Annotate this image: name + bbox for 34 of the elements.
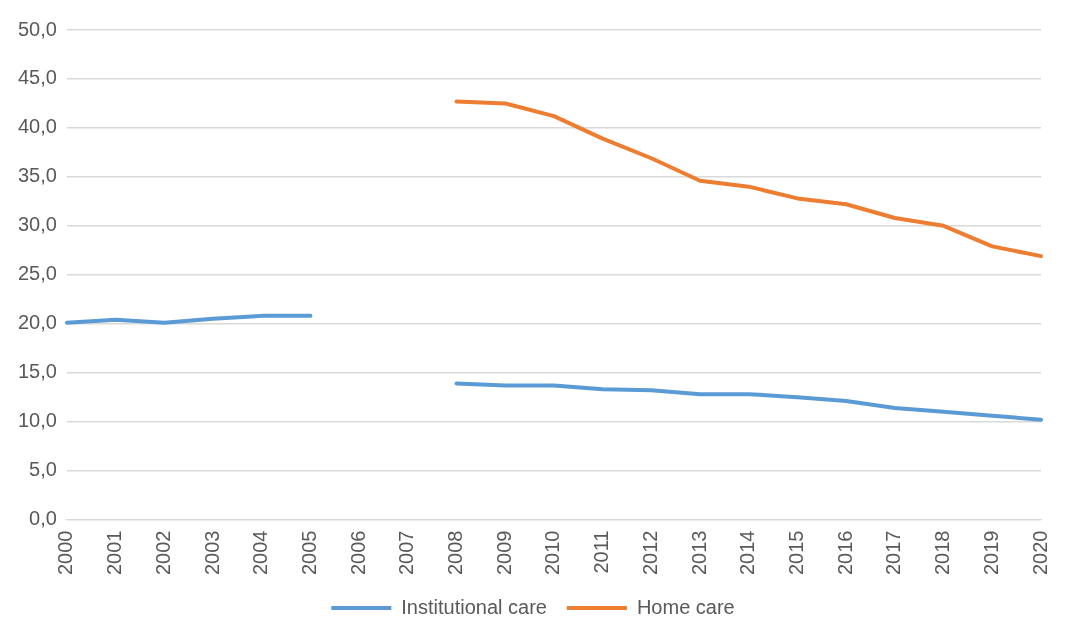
x-tick-label: 2002 <box>151 530 174 576</box>
y-tick-label: 40,0 <box>17 115 57 138</box>
x-tick-label: 2017 <box>882 530 905 576</box>
x-tick-label: 2006 <box>346 530 369 576</box>
x-tick-label: 2010 <box>541 530 564 576</box>
x-tick-label: 2004 <box>249 530 272 576</box>
y-tick-label: 0,0 <box>29 507 57 530</box>
legend-label: Institutional care <box>401 595 547 618</box>
y-tick-label: 30,0 <box>17 213 57 236</box>
x-tick-label: 2013 <box>687 530 710 576</box>
x-tick-label: 2007 <box>395 530 418 576</box>
x-tick-label: 2014 <box>736 530 759 576</box>
x-tick-label: 2005 <box>297 530 320 576</box>
x-tick-label: 2019 <box>979 530 1002 576</box>
x-tick-label: 2003 <box>200 530 223 576</box>
y-tick-label: 50,0 <box>17 17 57 40</box>
y-tick-label: 25,0 <box>17 262 57 285</box>
y-tick-label: 45,0 <box>17 66 57 89</box>
legend-label: Home care <box>636 595 735 618</box>
x-tick-label: 2011 <box>590 530 613 574</box>
y-tick-label: 10,0 <box>17 409 57 432</box>
x-tick-label: 2000 <box>54 530 77 576</box>
x-tick-label: 2020 <box>1028 530 1051 576</box>
x-tick-label: 2015 <box>785 530 807 576</box>
x-tick-label: 2008 <box>444 530 467 576</box>
y-tick-label: 15,0 <box>17 360 57 383</box>
x-tick-label: 2016 <box>833 530 856 576</box>
y-tick-label: 5,0 <box>29 458 57 481</box>
y-tick-label: 20,0 <box>17 311 57 334</box>
x-tick-label: 2001 <box>103 530 126 576</box>
y-tick-label: 35,0 <box>17 164 57 187</box>
x-tick-label: 2018 <box>931 530 954 576</box>
x-tick-label: 2012 <box>638 530 661 576</box>
x-tick-label: 2009 <box>492 530 515 576</box>
